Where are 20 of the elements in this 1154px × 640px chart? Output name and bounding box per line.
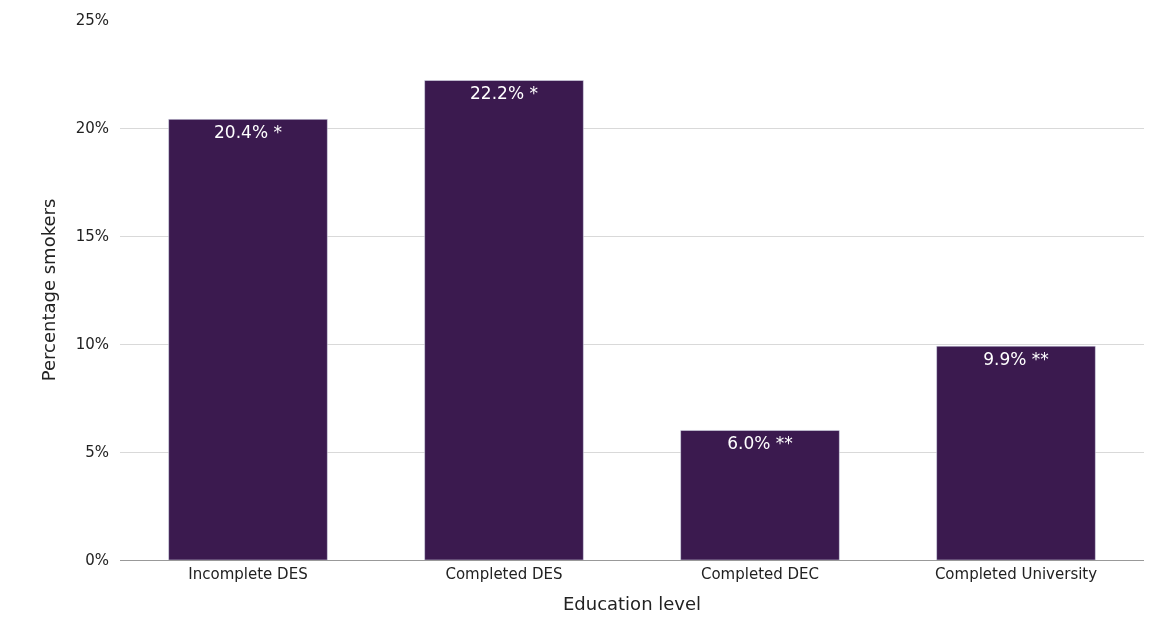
y-tick-label: 20%	[75, 119, 109, 138]
bar	[936, 345, 1096, 560]
x-tick-label: Completed DEC	[700, 565, 820, 583]
data-label: 20.4% *	[214, 122, 282, 143]
y-tick-label: 25%	[75, 11, 109, 30]
bar	[168, 119, 328, 560]
bar	[424, 80, 584, 560]
y-tick-label: 10%	[75, 335, 109, 354]
y-tick-label: 5%	[85, 443, 109, 462]
y-tick-label: 0%	[85, 551, 109, 570]
data-label: 6.0% **	[727, 433, 793, 454]
y-tick-label: 15%	[75, 227, 109, 246]
y-axis-title: Percentage smokers	[37, 198, 59, 382]
bar	[680, 430, 840, 560]
data-label: 9.9% **	[983, 349, 1049, 370]
data-label: 22.2% *	[470, 83, 538, 104]
x-tick-label: Completed DES	[445, 565, 563, 583]
x-tick-label: Completed University	[934, 565, 1098, 583]
x-axis-title: Education level	[562, 593, 702, 615]
x-tick-label: Incomplete DES	[188, 565, 308, 583]
